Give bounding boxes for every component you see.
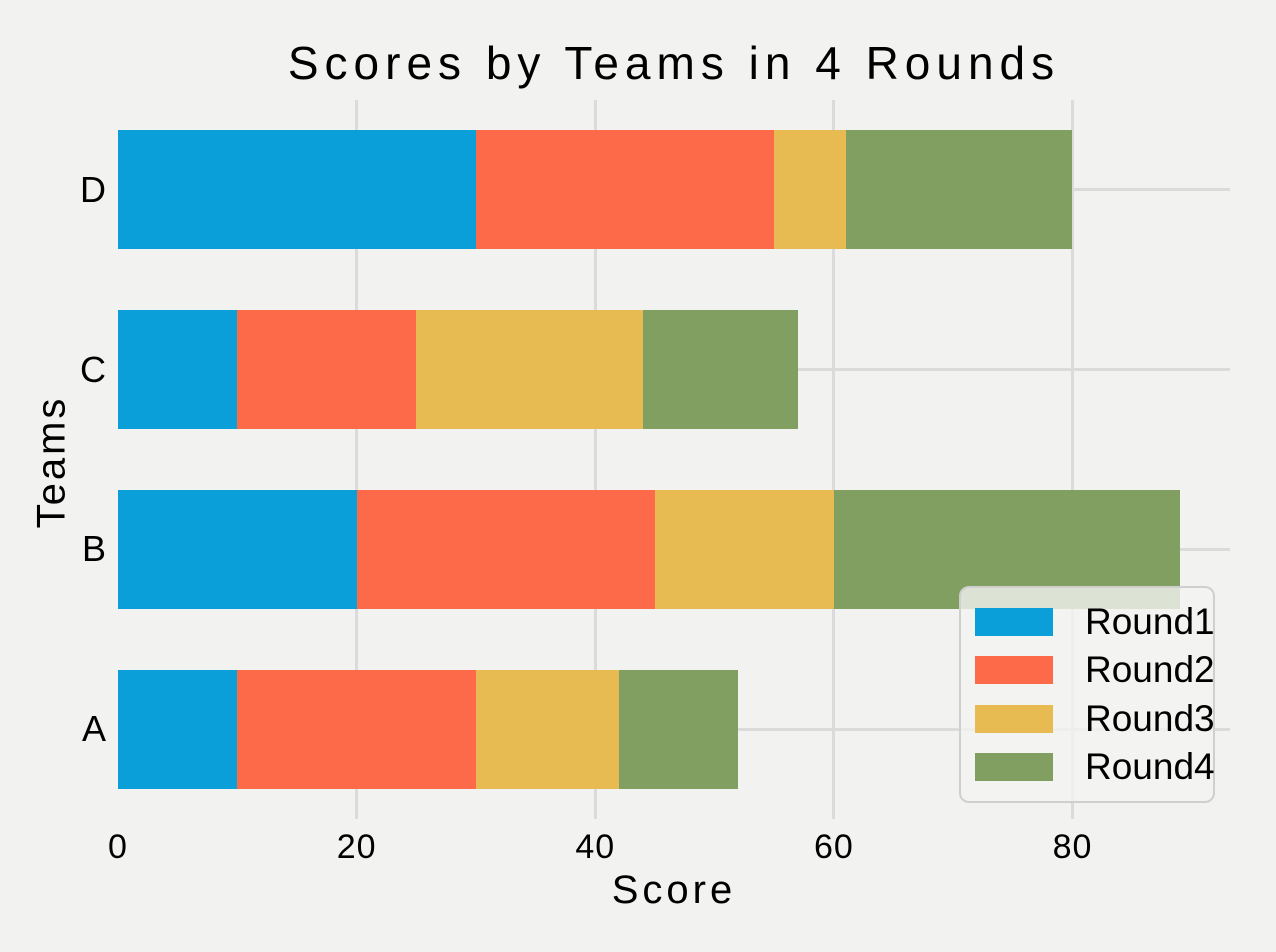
bar-segment-round4-team-c — [642, 310, 799, 430]
x-tick-label-0: 0 — [108, 828, 128, 866]
legend-swatch-round2 — [975, 656, 1053, 685]
bar-segment-round3-team-d — [774, 130, 846, 250]
legend-label-round4: Round4 — [1085, 745, 1215, 787]
y-tick-label-a: A — [81, 708, 106, 750]
legend-entry-round4: Round4 — [961, 745, 1215, 788]
legend-swatch-round1 — [975, 608, 1053, 637]
y-tick-label-b: B — [81, 528, 106, 570]
x-tick-label-60: 60 — [813, 828, 854, 866]
x-tick-label-80: 80 — [1052, 828, 1093, 866]
bar-row-team-c — [118, 310, 799, 430]
x-axis-label: Score — [611, 868, 737, 912]
bar-row-team-a — [118, 669, 739, 789]
bar-row-team-b — [118, 489, 1180, 609]
bar-segment-round1-team-b — [118, 489, 357, 609]
bar-segment-round2-team-c — [237, 310, 417, 430]
x-tick-label-40: 40 — [575, 828, 616, 866]
bar-segment-round4-team-a — [619, 669, 739, 789]
y-tick-label-c: C — [80, 348, 106, 390]
y-tick-label-d: D — [80, 168, 106, 210]
bar-segment-round3-team-a — [475, 669, 620, 789]
bar-segment-round2-team-b — [356, 489, 655, 609]
bar-segment-round1-team-c — [118, 310, 238, 430]
bar-segment-round3-team-c — [416, 310, 643, 430]
y-axis-label: Teams — [29, 395, 74, 529]
bar-segment-round1-team-d — [118, 130, 476, 250]
legend-entry-round1: Round1 — [961, 601, 1215, 643]
legend-entry-round2: Round2 — [961, 649, 1215, 691]
plot-area — [118, 100, 1230, 819]
bar-segment-round2-team-a — [237, 669, 476, 789]
legend-swatch-round3 — [975, 704, 1053, 733]
bar-segment-round1-team-a — [118, 669, 238, 789]
legend-label-round3: Round3 — [1085, 697, 1215, 739]
bar-segment-round2-team-d — [475, 130, 775, 250]
gridline-x-20 — [355, 100, 359, 819]
legend-swatch-round4 — [975, 752, 1053, 781]
gridline-x-60 — [832, 100, 836, 819]
legend-label-round1: Round1 — [1085, 601, 1215, 643]
legend: Round1 Round2 Round3 Round4 — [959, 586, 1215, 803]
chart-title: Scores by Teams in 4 Rounds — [287, 37, 1061, 89]
x-tick-label-20: 20 — [336, 828, 377, 866]
bar-segment-round4-team-d — [845, 130, 1073, 250]
bar-segment-round3-team-b — [654, 489, 834, 609]
bar-row-team-d — [118, 130, 1073, 250]
gridline-x-40 — [593, 100, 597, 819]
legend-label-round2: Round2 — [1085, 649, 1215, 691]
gridline-x-80 — [1071, 100, 1074, 819]
legend-entry-round3: Round3 — [961, 697, 1215, 740]
